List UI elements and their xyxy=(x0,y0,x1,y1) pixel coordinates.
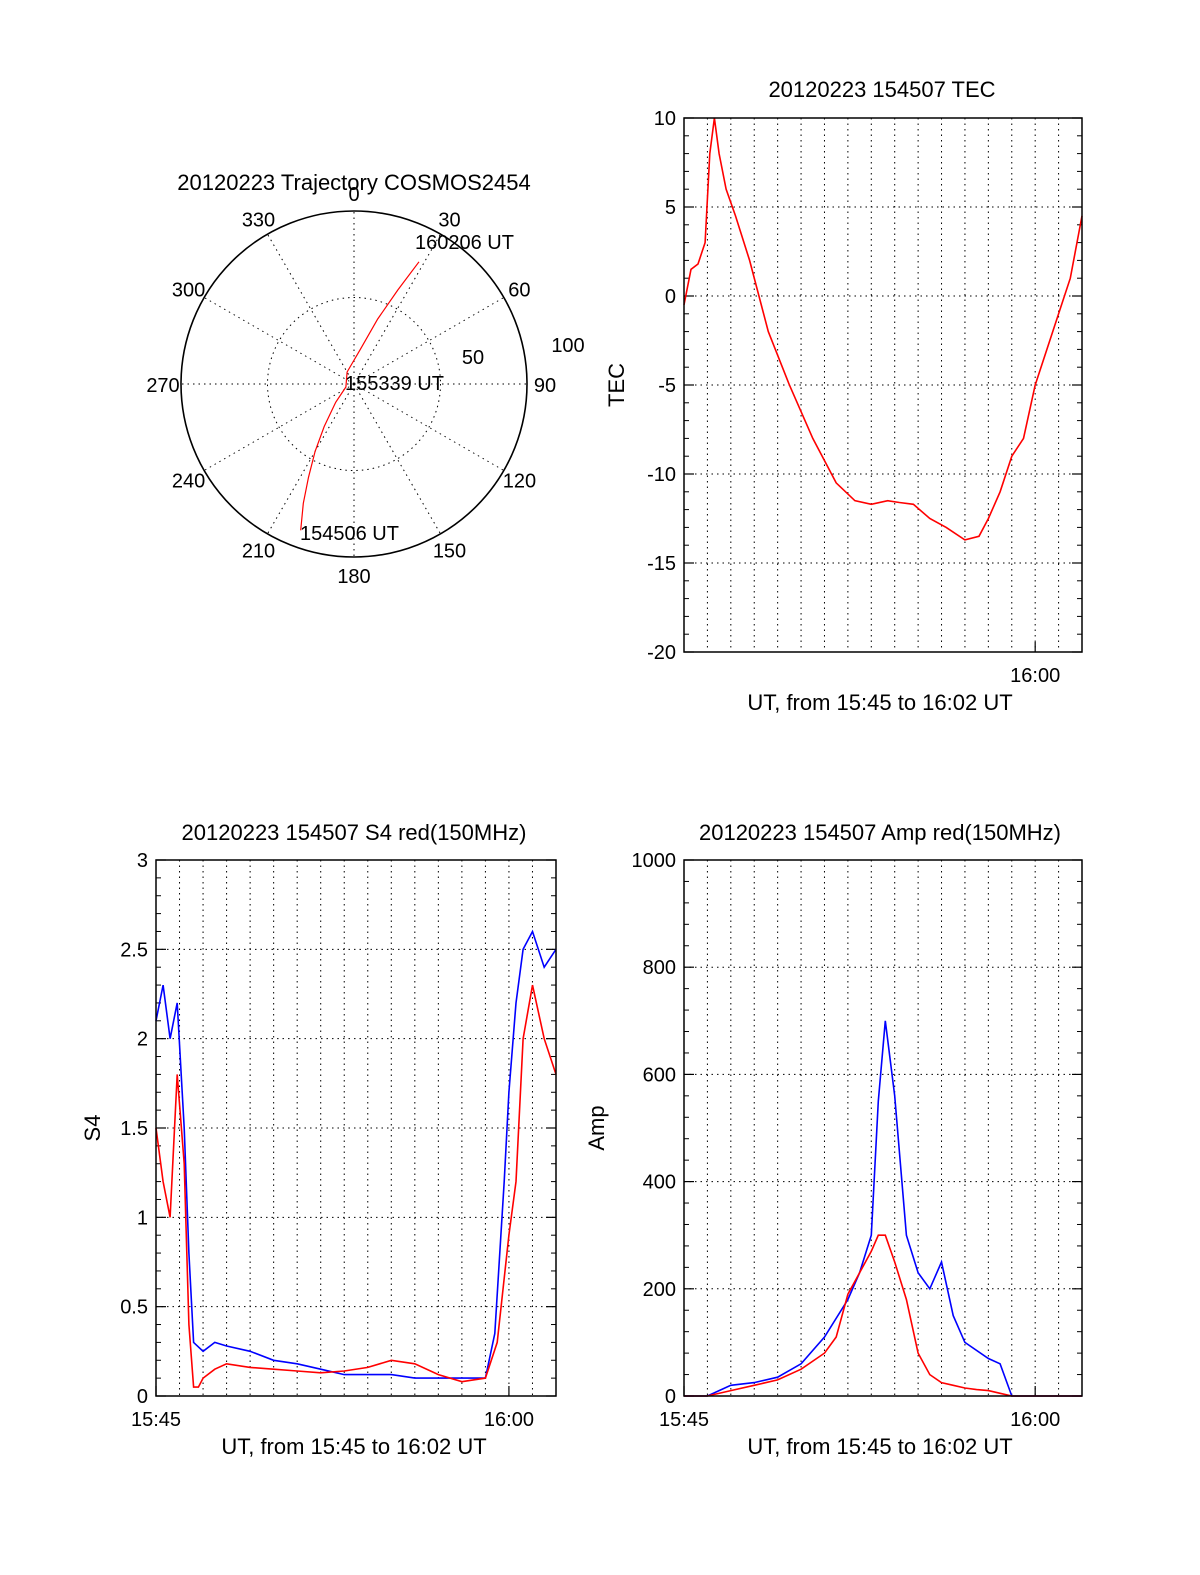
polar-angle-label: 270 xyxy=(146,375,179,397)
y-tick-label: -20 xyxy=(647,642,676,664)
y-tick-label: 2 xyxy=(137,1029,148,1051)
polar-angle-label: 90 xyxy=(534,375,556,397)
y-tick-label: 0.5 xyxy=(120,1297,148,1319)
series-line-1 xyxy=(684,1234,1082,1397)
y-tick-label: 600 xyxy=(643,1064,676,1086)
series-line-0 xyxy=(155,929,557,1379)
polar-angle-labels: 0 30 60 90 120 150 180 210 240 270 300 330 xyxy=(146,184,556,588)
annotation-mid-time: 155339 UT xyxy=(345,373,444,395)
polar-angle-label: 330 xyxy=(242,210,275,232)
y-axis-label: Amp xyxy=(584,1105,609,1150)
polar-angle-label: 0 xyxy=(348,184,359,206)
tec-line-chart: 20120223 154507 TEC UT, from 15:45 to 16… xyxy=(604,77,1083,715)
polar-grid-circle xyxy=(267,297,441,471)
x-tick-label: 15:45 xyxy=(131,1409,181,1431)
y-tick-label: 1000 xyxy=(632,850,677,872)
y-tick-label: 400 xyxy=(643,1172,676,1194)
trajectory-line xyxy=(300,261,420,531)
y-tick-label: 800 xyxy=(643,957,676,979)
series-line-0 xyxy=(684,1020,1082,1397)
polar-angle-label: 30 xyxy=(438,210,460,232)
chart-title: 20120223 154507 Amp red(150MHz) xyxy=(699,820,1061,845)
polar-angle-label: 60 xyxy=(508,280,530,302)
y-tick-label: 0 xyxy=(137,1386,148,1408)
x-tick-label: 16:00 xyxy=(1010,665,1060,687)
s4-line-chart: 20120223 154507 S4 red(150MHz) UT, from … xyxy=(80,820,557,1459)
polar-grid xyxy=(180,210,528,558)
y-tick-label: 200 xyxy=(643,1279,676,1301)
polar-outer-circle xyxy=(180,210,528,558)
annotation-start-time: 154506 UT xyxy=(300,523,399,545)
y-tick-label: 3 xyxy=(137,850,148,872)
polar-angle-label: 300 xyxy=(172,280,205,302)
polar-grid-spoke xyxy=(353,233,441,385)
polar-grid-spoke xyxy=(353,297,505,385)
x-axis-label: UT, from 15:45 to 16:02 UT xyxy=(747,690,1012,715)
polar-grid-spoke xyxy=(203,297,355,385)
polar-grid-spoke xyxy=(353,383,505,471)
radius-label-100: 100 xyxy=(551,335,584,357)
y-tick-label: -5 xyxy=(658,375,676,397)
polar-grid-spoke xyxy=(267,383,355,535)
trajectory-polar-chart: 20120223 Trajectory COSMOS2454 0 30 60 90 12… xyxy=(146,170,584,588)
annotation-end-time: 160206 UT xyxy=(415,232,514,254)
series-line-0 xyxy=(683,117,1083,541)
plot-frame xyxy=(683,117,1083,653)
x-tick-label: 15:45 xyxy=(659,1409,709,1431)
polar-angle-label: 150 xyxy=(433,540,466,562)
y-tick-label: 1 xyxy=(137,1207,148,1229)
y-tick-label: 1.5 xyxy=(120,1118,148,1140)
polar-angle-label: 240 xyxy=(172,471,205,493)
x-tick-label: 16:00 xyxy=(484,1409,534,1431)
chart-title: 20120223 154507 TEC xyxy=(768,77,995,102)
plot-frame xyxy=(155,859,557,1397)
y-tick-label: 5 xyxy=(665,197,676,219)
y-tick-label: 0 xyxy=(665,1386,676,1408)
polar-grid-spoke xyxy=(203,383,355,471)
y-tick-label: -15 xyxy=(647,553,676,575)
y-tick-label: 0 xyxy=(665,286,676,308)
chart-title: 20120223 Trajectory COSMOS2454 xyxy=(177,170,530,195)
y-axis-label: TEC xyxy=(604,363,629,407)
polar-angle-label: 180 xyxy=(337,566,370,588)
y-tick-label: 2.5 xyxy=(120,939,148,961)
y-tick-label: 10 xyxy=(654,108,676,130)
polar-angle-label: 120 xyxy=(503,471,536,493)
polar-grid-spoke xyxy=(267,233,355,385)
y-tick-label: -10 xyxy=(647,464,676,486)
x-axis-label: UT, from 15:45 to 16:02 UT xyxy=(747,1434,1012,1459)
y-axis-label: S4 xyxy=(80,1115,105,1142)
amp-line-chart: 20120223 154507 Amp red(150MHz) UT, from… xyxy=(584,820,1083,1459)
radius-label-50: 50 xyxy=(462,347,484,369)
series-line-1 xyxy=(155,984,557,1388)
plot-frame xyxy=(683,859,1083,1397)
x-axis-label: UT, from 15:45 to 16:02 UT xyxy=(221,1434,486,1459)
chart-title: 20120223 154507 S4 red(150MHz) xyxy=(182,820,527,845)
polar-angle-label: 210 xyxy=(242,540,275,562)
polar-grid-spoke xyxy=(353,383,441,535)
x-tick-label: 16:00 xyxy=(1010,1409,1060,1431)
